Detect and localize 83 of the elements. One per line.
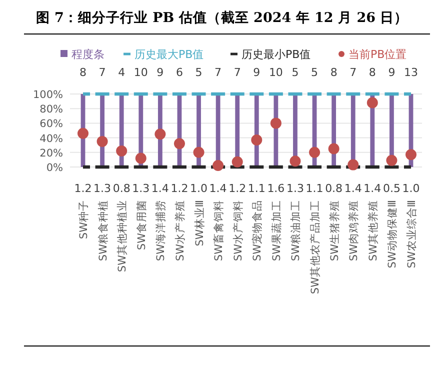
point — [290, 156, 301, 167]
annotation: 1.3 — [94, 182, 112, 195]
annotation: 7 — [214, 66, 222, 79]
y-tick-label: 100% — [32, 89, 64, 101]
x-tick-label: SW农业综合Ⅲ — [405, 200, 418, 268]
annotation: 0.5 — [382, 182, 400, 195]
annotation: 1.6 — [267, 182, 285, 195]
annotation: 1.2 — [170, 182, 188, 195]
point — [386, 154, 398, 166]
x-tick-label: SW食用菌 — [134, 200, 148, 250]
annotation: 1.1 — [306, 182, 324, 195]
x-tick-label: SW生猪养殖 — [328, 200, 341, 262]
point — [348, 159, 359, 170]
annotation: 9 — [156, 66, 164, 79]
point — [232, 156, 243, 168]
x-tick-label: SW畜禽饲料 — [212, 200, 226, 262]
x-tick-label: SW水产饲料 — [231, 200, 244, 262]
annotation: 7 — [350, 66, 357, 79]
point — [251, 134, 262, 146]
y-tick-label: 80% — [40, 104, 64, 116]
annotation: 1.2 — [74, 182, 92, 195]
x-tick-label: SW其他养殖 — [366, 200, 380, 262]
annotation: 5 — [311, 66, 318, 79]
point — [193, 146, 204, 158]
point — [154, 128, 166, 140]
y-tick-label: 40% — [40, 132, 64, 145]
point — [116, 145, 128, 156]
point — [406, 149, 416, 160]
legend-label: 程度条 — [72, 48, 104, 61]
x-tick-label: SW粮油加工 — [289, 200, 302, 262]
annotation: 1.0 — [190, 182, 208, 195]
y-tick-label: 60% — [40, 118, 64, 130]
annotation: 0.8 — [325, 182, 343, 195]
annotation: 10 — [134, 66, 148, 79]
annotation: 1.1 — [248, 182, 266, 195]
chart-title: 图 7：细分子行业 PB 估值（截至 2024 年 12 月 26 日） — [36, 10, 408, 26]
annotation: 9 — [253, 66, 260, 79]
annotation: 8 — [368, 66, 376, 79]
x-tick-label: SW种子 — [77, 200, 90, 240]
annotation: 1.3 — [286, 182, 304, 195]
point — [309, 146, 320, 158]
annotation: 7 — [98, 66, 106, 79]
y-tick-label: 20% — [40, 147, 64, 160]
annotation: 6 — [176, 66, 183, 79]
legend-label: 历史最大PB值 — [134, 48, 204, 61]
legend-label: 当前PB位置 — [348, 48, 407, 61]
x-tick-label: SW海洋捕捞 — [154, 200, 168, 262]
x-tick-label: SW果蔬加工 — [270, 200, 283, 262]
x-tick-label: SW肉鸡养殖 — [347, 200, 360, 262]
x-tick-label: SW其他种植业 — [116, 200, 129, 272]
point — [96, 136, 108, 147]
annotation: 5 — [195, 66, 202, 79]
point — [212, 160, 224, 172]
annotation: 13 — [404, 66, 418, 79]
x-tick-label: SW林业Ⅲ — [192, 200, 206, 246]
annotation: 8 — [330, 66, 338, 79]
annotation: 8 — [80, 66, 86, 79]
x-tick-label: SW其他农产品加工 — [308, 200, 322, 294]
annotation: 5 — [292, 66, 299, 79]
x-tick-label: SW动物保健Ⅲ — [386, 200, 399, 268]
point — [78, 128, 88, 139]
point — [328, 143, 340, 154]
annotation: 1.2 — [228, 182, 246, 195]
annotation: 1.4 — [344, 182, 362, 195]
annotation: 1.0 — [402, 182, 420, 195]
annotation: 9 — [388, 66, 396, 79]
point — [366, 97, 378, 108]
point — [174, 138, 185, 150]
point — [270, 118, 282, 129]
x-tick-label: SW水产养殖 — [173, 200, 186, 262]
annotation: 1.4 — [151, 182, 169, 195]
annotation: 1.3 — [132, 182, 150, 195]
annotation: 0.8 — [112, 182, 130, 195]
legend-label: 历史最小PB值 — [242, 48, 311, 61]
y-tick-label: 0% — [46, 162, 64, 174]
annotation: 4 — [118, 66, 126, 79]
annotation: 7 — [234, 66, 241, 79]
annotation: 10 — [268, 66, 283, 79]
annotation: 1.4 — [209, 182, 227, 195]
x-tick-label: SW宠物食品 — [250, 200, 264, 262]
point — [135, 152, 146, 164]
annotation: 1.4 — [364, 182, 382, 195]
x-tick-label: SW粮食种植 — [96, 200, 110, 262]
